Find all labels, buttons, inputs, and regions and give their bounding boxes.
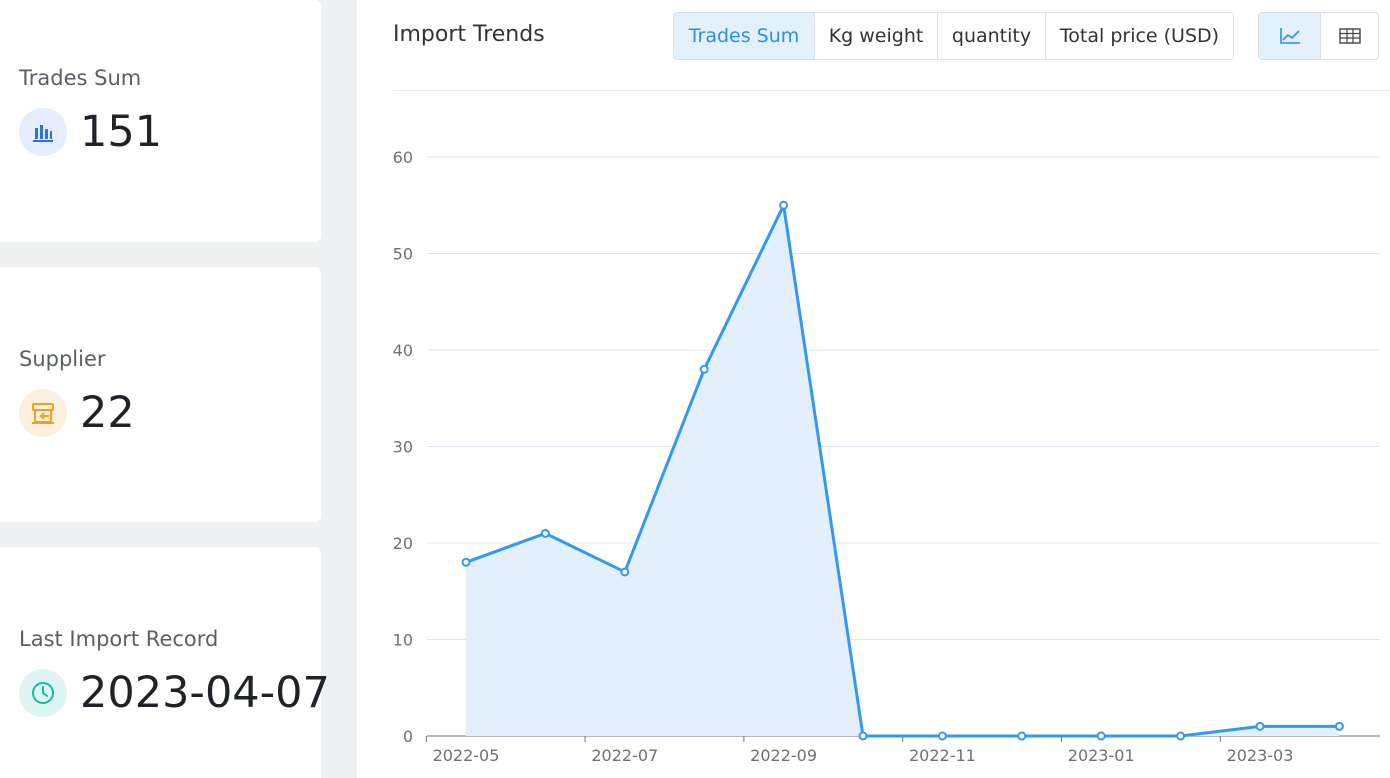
x-tick-label: 2023-01: [1068, 746, 1135, 765]
tab-total-price[interactable]: Total price (USD): [1045, 13, 1233, 59]
table-icon: [1338, 28, 1361, 44]
stat-value: 151: [80, 106, 163, 157]
series-line: [465, 203, 1340, 738]
data-point: [1096, 731, 1106, 741]
stat-label: Trades Sum: [19, 66, 142, 90]
stat-row: 2023-04-07: [19, 669, 330, 717]
panel-title: Import Trends: [393, 22, 545, 47]
y-tick-label: 50: [393, 245, 413, 264]
y-tick-label: 0: [403, 727, 413, 746]
y-tick-label: 60: [393, 148, 413, 167]
y-tick-label: 20: [393, 534, 413, 553]
line-chart-view-button[interactable]: [1259, 13, 1320, 59]
stat-label: Last Import Record: [19, 627, 219, 651]
x-tick-label: 2022-07: [591, 746, 658, 765]
clock-icon: [19, 669, 67, 717]
line-chart-icon: [1279, 28, 1300, 44]
tab-quantity[interactable]: quantity: [937, 13, 1045, 59]
data-point: [779, 200, 789, 210]
x-tick-label: 2022-11: [909, 746, 976, 765]
x-tick-label: 2023-03: [1227, 746, 1294, 765]
store-icon: [19, 389, 67, 437]
y-tick-label: 40: [393, 341, 413, 360]
stat-label: Supplier: [19, 347, 106, 371]
data-point: [699, 364, 709, 374]
data-point: [1017, 731, 1027, 741]
data-point: [540, 528, 550, 538]
data-point: [858, 731, 868, 741]
data-point: [1176, 731, 1186, 741]
data-point: [1255, 721, 1265, 731]
y-tick-label: 10: [393, 631, 413, 650]
bar-chart-icon: [19, 108, 67, 156]
import-trends-chart: 0 10 20 30 40 50 60 2022-05 2022-07 2022-09 2022-1…: [393, 148, 1380, 765]
x-tick-label: 2022-05: [433, 746, 500, 765]
table-view-button[interactable]: [1320, 13, 1378, 59]
panel-divider: [393, 90, 1390, 91]
stat-row: 22: [19, 389, 135, 437]
data-point: [620, 567, 630, 577]
stat-value: 2023-04-07: [80, 667, 330, 718]
stat-row: 151: [19, 108, 162, 156]
stat-value: 22: [80, 387, 135, 438]
stat-card-trades: Trades Sum 151: [0, 0, 321, 242]
metric-tab-group: Trades Sum Kg weight quantity Total pric…: [673, 12, 1234, 60]
data-point: [1334, 721, 1344, 731]
import-trends-panel: Import Trends Trades Sum Kg weight quant…: [357, 0, 1390, 778]
tab-kg-weight[interactable]: Kg weight: [814, 13, 937, 59]
view-toggle-group: [1258, 12, 1379, 60]
stat-card-supplier: Supplier 22: [0, 267, 321, 522]
series-area: [466, 205, 1340, 736]
tab-trades-sum[interactable]: Trades Sum: [674, 13, 814, 59]
data-point: [937, 731, 947, 741]
stat-card-last-import: Last Import Record 2023-04-07: [0, 547, 330, 778]
y-tick-label: 30: [393, 438, 413, 457]
x-tick-label: 2022-09: [750, 746, 817, 765]
data-point: [461, 557, 471, 567]
